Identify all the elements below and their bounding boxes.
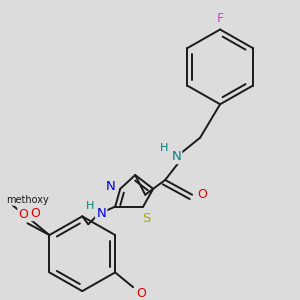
Text: methoxy: methoxy	[6, 195, 49, 205]
Text: N: N	[105, 180, 115, 194]
Text: F: F	[217, 12, 224, 25]
Text: H: H	[160, 142, 168, 152]
Text: O: O	[19, 208, 28, 221]
Text: O: O	[136, 286, 146, 300]
Text: O: O	[197, 188, 207, 201]
Text: O: O	[31, 207, 40, 220]
Text: S: S	[142, 212, 150, 225]
Text: H: H	[86, 200, 94, 211]
Text: N: N	[96, 207, 106, 220]
Text: N: N	[171, 150, 181, 163]
